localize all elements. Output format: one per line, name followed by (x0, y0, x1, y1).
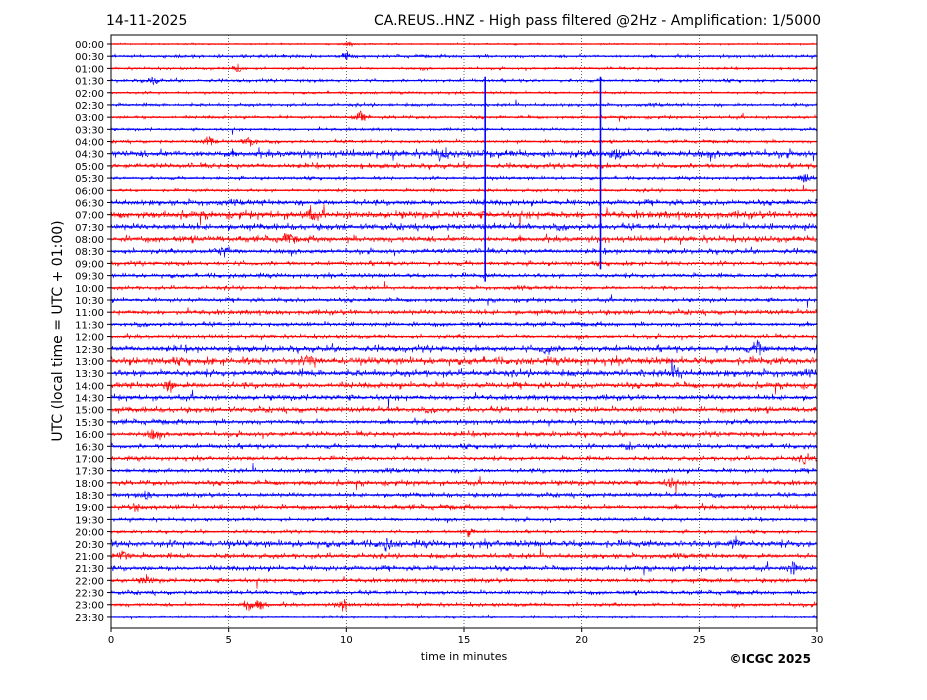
chart-title: CA.REUS..HNZ - High pass filtered @2Hz -… (374, 13, 821, 29)
y-tick-label: 12:00 (75, 333, 104, 344)
y-tick-label: 02:00 (75, 89, 104, 100)
y-tick-label: 09:30 (75, 272, 104, 283)
y-tick-label: 06:00 (75, 186, 104, 197)
trace-row (110, 99, 818, 109)
x-tick-label: 0 (108, 635, 114, 646)
y-tick-label: 02:30 (75, 101, 104, 112)
x-tick-label: 25 (693, 635, 706, 646)
y-tick-label: 20:00 (75, 528, 104, 539)
y-tick-label: 13:00 (75, 357, 104, 368)
y-tick-label: 22:30 (75, 589, 104, 600)
trace-row (110, 76, 818, 86)
seismic-traces (110, 41, 818, 620)
y-tick-label: 07:00 (75, 211, 104, 222)
chart-date: 14-11-2025 (106, 13, 187, 29)
y-tick-label: 19:00 (75, 503, 104, 514)
trace-row (110, 63, 818, 73)
y-tick-label: 19:30 (75, 515, 104, 526)
y-tick-label: 18:30 (75, 491, 104, 502)
copyright: ©ICGC 2025 (729, 652, 811, 666)
y-tick-label: 15:30 (75, 418, 104, 429)
y-tick-label: 01:00 (75, 64, 104, 75)
y-tick-label: 06:30 (75, 198, 104, 209)
y-tick-label: 22:00 (75, 576, 104, 587)
x-axis-label: time in minutes (421, 650, 508, 663)
y-tick-label: 11:00 (75, 308, 104, 319)
y-tick-label: 05:30 (75, 174, 104, 185)
y-tick-label: 05:00 (75, 162, 104, 173)
trace-row (110, 222, 818, 232)
trace-row (111, 126, 818, 135)
y-tick-label: 10:00 (75, 284, 104, 295)
y-tick-label: 01:30 (75, 77, 104, 88)
y-tick-label: 03:30 (75, 125, 104, 136)
y-tick-label: 07:30 (75, 223, 104, 234)
y-tick-label: 14:30 (75, 394, 104, 405)
y-tick-label: 03:00 (75, 113, 104, 124)
y-tick-label: 14:00 (75, 381, 104, 392)
y-tick-label: 17:00 (75, 454, 104, 465)
y-tick-label: 17:30 (75, 467, 104, 478)
plot-frame (110, 34, 818, 629)
trace-row (110, 475, 818, 494)
x-gridlines (228, 35, 700, 628)
y-tick-label: 21:00 (75, 552, 104, 563)
x-tick-label: 15 (458, 635, 471, 646)
x-tick-label: 30 (811, 635, 824, 646)
y-tick-label: 11:30 (75, 320, 104, 331)
y-tick-label: 23:30 (75, 613, 104, 624)
trace-row (110, 573, 818, 589)
trace-row (110, 51, 818, 61)
trace-row (110, 528, 818, 538)
y-tick-label: 16:30 (75, 442, 104, 453)
y-tick-label: 04:00 (75, 138, 104, 149)
trace-row (110, 281, 818, 292)
y-tick-label: 20:30 (75, 540, 104, 551)
x-tick-label: 5 (225, 635, 231, 646)
y-tick-label: 10:30 (75, 296, 104, 307)
y-tick-label: 21:30 (75, 564, 104, 575)
y-tick-label: 00:30 (75, 52, 104, 63)
x-tick-label: 20 (575, 635, 588, 646)
y-tick-label: 12:30 (75, 345, 104, 356)
y-tick-label: 15:00 (75, 406, 104, 417)
y-tick-label: 08:30 (75, 247, 104, 258)
y-tick-label: 00:00 (75, 40, 104, 51)
trace-row (110, 204, 818, 230)
trace-row (110, 233, 818, 245)
y-tick-label: 16:00 (75, 430, 104, 441)
trace-row (110, 429, 818, 441)
y-tick-label: 13:30 (75, 369, 104, 380)
y-tick-label: 04:30 (75, 150, 104, 161)
y-axis-label: UTC (local time = UTC + 01:00) (50, 220, 66, 441)
y-tick-label: 23:00 (75, 601, 104, 612)
y-tick-label: 09:00 (75, 259, 104, 270)
trace-row (110, 405, 818, 414)
x-tick-label: 10 (340, 635, 353, 646)
x-tick-labels: 0 5 10 15 20 25 30 (108, 628, 824, 646)
y-tick-label: 08:00 (75, 235, 104, 246)
y-tick-label: 18:00 (75, 479, 104, 490)
